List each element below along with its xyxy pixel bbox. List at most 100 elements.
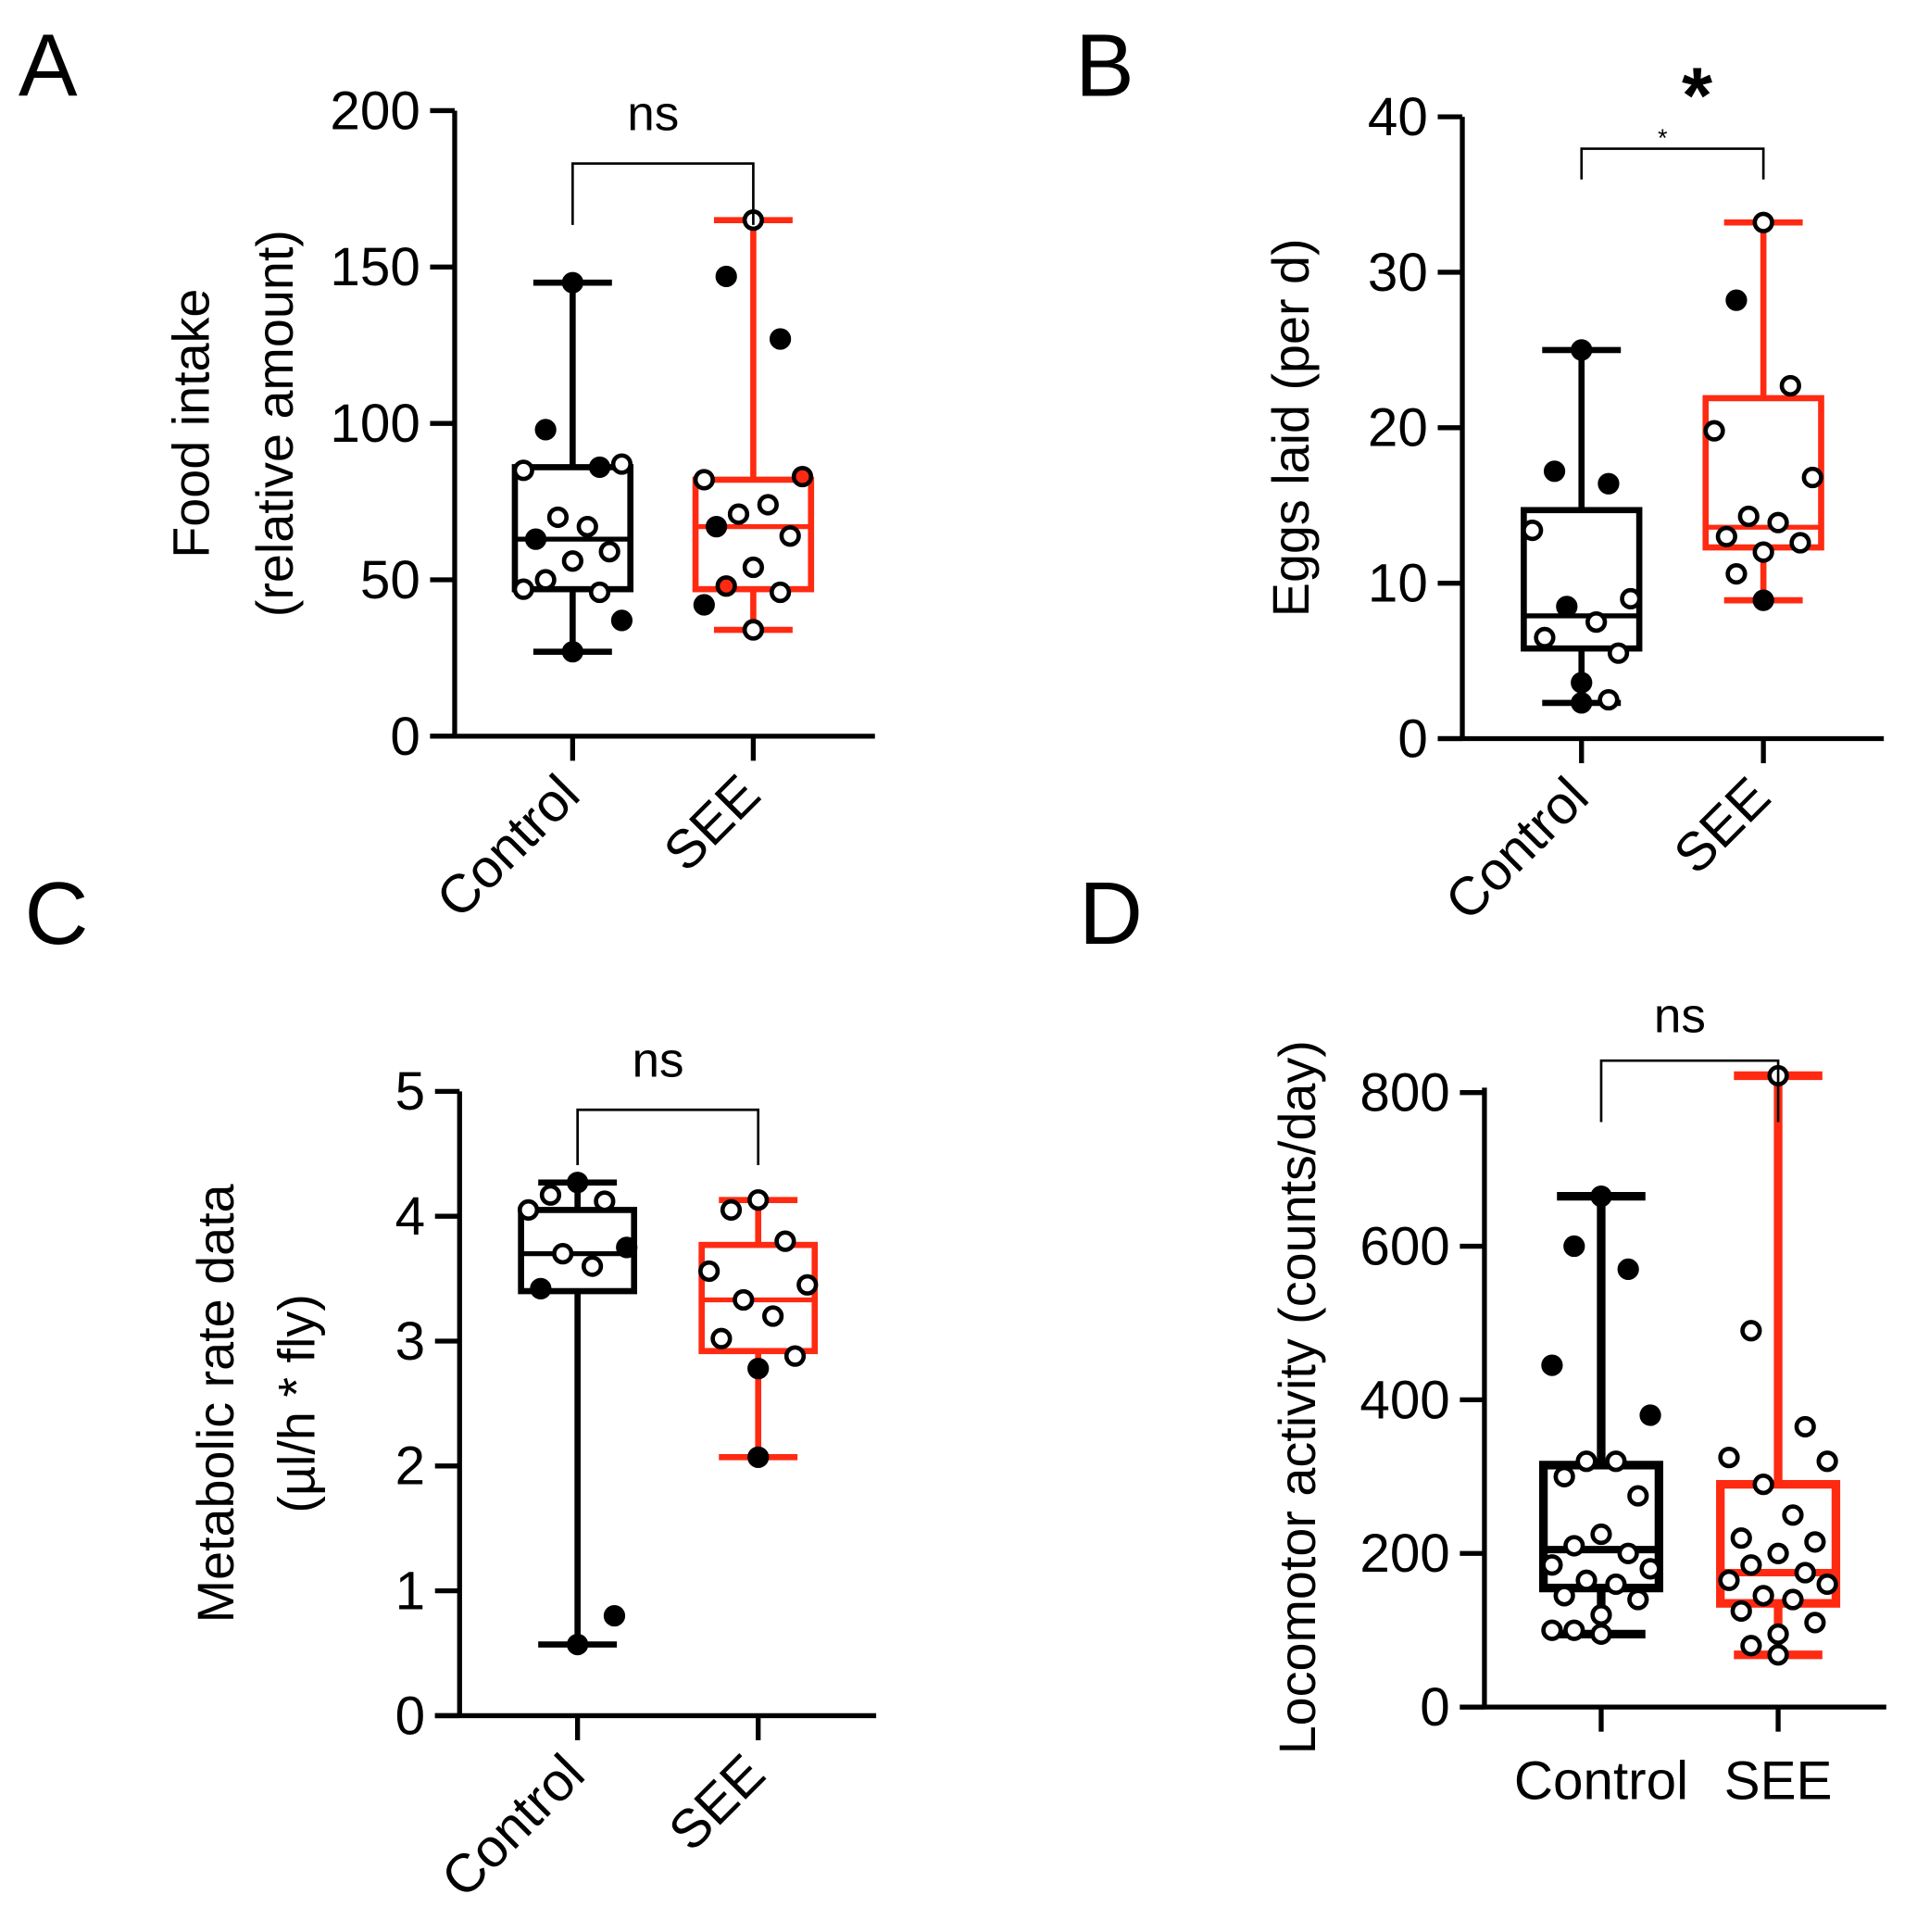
data-point [1639, 1558, 1661, 1580]
data-point [1725, 289, 1748, 311]
series-control [517, 1172, 638, 1656]
data-point [594, 1190, 616, 1212]
data-point [1740, 1554, 1762, 1576]
x-tick-label: SEE [1662, 766, 1782, 885]
data-point [769, 581, 792, 604]
data-point [1563, 1235, 1585, 1258]
x-tick-label: Control [425, 763, 591, 929]
data-point [705, 515, 728, 538]
data-point [1730, 1527, 1752, 1549]
data-point [561, 550, 583, 572]
data-point [742, 556, 765, 579]
data-point [796, 1273, 819, 1296]
y-tick-label: 0 [1397, 709, 1427, 769]
data-point [1627, 1485, 1649, 1507]
iqr-box [692, 476, 815, 593]
panel-c: C 0 1 2 3 4 5 Metabolic rate data (µl/h * fly) Co… [25, 865, 877, 1909]
significance-label: * [1682, 52, 1712, 140]
y-tick-label: 100 [330, 394, 420, 454]
series-control [511, 271, 634, 663]
data-point [1725, 562, 1748, 585]
data-point [715, 265, 737, 288]
data-point [791, 465, 814, 488]
data-point [1804, 1531, 1826, 1553]
data-point [1541, 1554, 1563, 1576]
data-point [1571, 339, 1593, 361]
y-tick-label: 40 [1368, 87, 1428, 147]
data-point [1752, 589, 1774, 611]
y-axis-label: (µl/h * fly) [269, 1294, 326, 1512]
data-point [1617, 1542, 1639, 1564]
data-point [1752, 211, 1774, 233]
data-point [603, 1604, 626, 1627]
data-point [757, 494, 779, 516]
data-point [1752, 1585, 1774, 1607]
series-see [698, 1189, 819, 1468]
iqr-box [1521, 507, 1643, 652]
significance-label: ns [1654, 989, 1706, 1044]
data-point [1607, 642, 1630, 664]
data-point [1816, 1573, 1838, 1596]
panel-letter: D [1079, 865, 1143, 963]
data-point [1585, 611, 1608, 634]
y-tick-label: 50 [360, 550, 420, 610]
data-point [1794, 1562, 1816, 1584]
data-point [517, 1198, 540, 1222]
data-point [1563, 1535, 1585, 1557]
significance-bracket [576, 1108, 760, 1165]
data-point [610, 453, 633, 475]
data-point [1801, 466, 1823, 489]
data-point [1605, 1573, 1627, 1596]
data-point [588, 456, 611, 479]
data-point [1767, 1623, 1789, 1645]
significance-label-small: * [1658, 124, 1667, 152]
panel-d: D 0 200 400 600 800 Locomotor activity (counts… [1079, 865, 1886, 1812]
y-tick-label: 3 [395, 1311, 425, 1372]
data-point [779, 525, 801, 547]
data-point [693, 594, 715, 616]
y-axis-label: (relative amount) [246, 230, 304, 617]
data-point [1598, 688, 1620, 711]
data-point [1571, 671, 1593, 694]
data-point [1752, 541, 1774, 563]
y-axis-label: Metabolic rate data [187, 1184, 244, 1623]
data-point [698, 1260, 720, 1283]
data-point [774, 1230, 796, 1252]
data-point [588, 581, 611, 604]
x-tick-label: Control [1514, 1751, 1688, 1812]
data-point [1737, 505, 1760, 528]
data-point [1563, 1619, 1585, 1641]
x-tick-label: SEE [658, 1743, 777, 1863]
y-tick-label: 1 [395, 1562, 425, 1622]
data-point [1534, 626, 1556, 649]
iqr-box [1538, 1461, 1663, 1593]
data-point [783, 1345, 807, 1367]
data-point [1779, 374, 1801, 397]
data-point [1575, 1569, 1598, 1591]
y-tick-label: 10 [1368, 554, 1428, 614]
data-point [552, 1242, 574, 1265]
data-point [1522, 519, 1544, 542]
data-point [1627, 1588, 1649, 1611]
data-point [1590, 1604, 1612, 1626]
data-point [710, 1327, 733, 1349]
significance-label: ns [633, 1033, 684, 1087]
data-point [1541, 1619, 1563, 1641]
data-point [747, 1358, 770, 1380]
y-axis-label: Food intake [163, 289, 220, 558]
series-see [1716, 1064, 1841, 1666]
data-point [1752, 1474, 1774, 1496]
data-point [1605, 1450, 1627, 1473]
data-point [530, 1277, 552, 1299]
data-point [576, 515, 598, 538]
panel-letter: B [1075, 18, 1134, 116]
data-point [581, 1255, 604, 1277]
y-tick-label: 200 [330, 81, 420, 141]
data-point [727, 503, 750, 525]
y-tick-label: 0 [1420, 1677, 1449, 1738]
data-point [769, 328, 792, 350]
data-point [693, 469, 715, 491]
data-point [524, 528, 547, 550]
significance-label: ns [627, 87, 679, 142]
data-point [1730, 1600, 1752, 1623]
